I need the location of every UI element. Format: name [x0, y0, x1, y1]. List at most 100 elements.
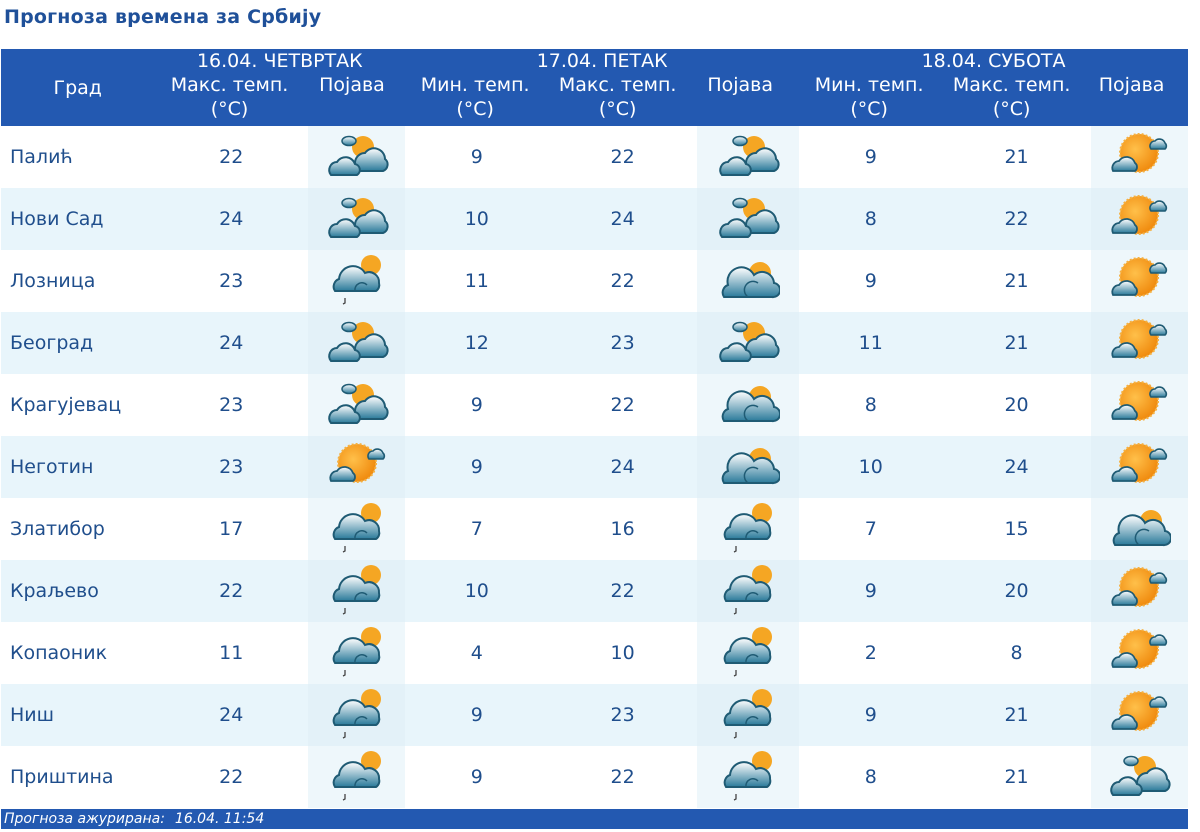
cloudy-drizzle-icon: [325, 561, 389, 617]
partly-cloudy-icon: [325, 313, 389, 369]
mostly-sunny-icon: [1107, 561, 1171, 617]
partly-cloudy-icon: [716, 127, 780, 183]
partly-cloudy-icon: [716, 189, 780, 245]
mostly-cloudy-icon: [716, 375, 781, 431]
day-2-title: 17.04. ПЕТАК: [536, 50, 668, 72]
weather-icon-cell: [1090, 560, 1188, 622]
day2-max-temp: 22: [610, 394, 635, 416]
day2-min-temp: 9: [470, 766, 483, 788]
day1-max-temp: 22: [219, 146, 244, 168]
day-1-title: 16.04. ЧЕТВРТАК: [196, 50, 363, 72]
weather-icon-cell: [696, 312, 800, 374]
day1-max-temp: 23: [154, 436, 308, 498]
city-name: Златибор: [10, 518, 105, 540]
day3-min-temp: 10: [799, 436, 943, 498]
day2-max-temp: 10: [610, 642, 635, 664]
day2-max-temp: 22: [610, 146, 635, 168]
mostly-sunny-icon: [1107, 623, 1171, 679]
day2-min-temp: 12: [405, 312, 549, 374]
day3-min-temp: 2: [864, 642, 877, 664]
table-row: Нови Сад 24 10 24 8 22: [1, 188, 1188, 250]
table-row: Неготин 23 9 24 10 24: [1, 436, 1188, 498]
weather-icon-cell: [1090, 436, 1188, 498]
table-row: Приштина 22 9 22 8 21: [1, 746, 1188, 808]
day-3-title: 18.04. СУБОТА: [921, 50, 1066, 72]
table-row: Копаоник 11 4 10 2 8: [1, 622, 1188, 684]
weather-icon-cell: [307, 622, 406, 684]
mostly-sunny-icon: [1107, 685, 1171, 741]
day2-max-temp: 16: [610, 518, 635, 540]
table-row: Београд 24 12 23 11 21: [1, 312, 1188, 374]
day3-max-temp: 8: [1010, 642, 1023, 664]
day1-max-temp: 24: [154, 312, 308, 374]
city-name: Копаоник: [10, 642, 108, 664]
header-day-2: 17.04. ПЕТАК Мин. темп. (°C) Макс. темп.(…: [405, 49, 799, 126]
weather-icon-cell: [696, 746, 800, 808]
weather-icon-cell: [696, 622, 800, 684]
weather-icon-cell: [1090, 126, 1188, 188]
table-row: Лозница 23 11 22 9 21: [1, 250, 1188, 312]
day3-min-temp: 7: [864, 518, 877, 540]
cloudy-drizzle-icon: [325, 499, 389, 555]
city-name: Београд: [1, 312, 155, 374]
day3-max-temp: 21: [1004, 146, 1029, 168]
day1-max-temp: 23: [219, 270, 244, 292]
day3-max-temp: 21: [942, 312, 1091, 374]
update-footer: Прогноза ажурирана: 16.04. 11:54: [1, 809, 1188, 829]
cloudy-drizzle-icon: [716, 561, 780, 617]
day2-min-temp: 7: [470, 518, 483, 540]
weather-icon-cell: [307, 746, 406, 808]
day2-min-temp: 4: [470, 642, 483, 664]
cloudy-drizzle-icon: [325, 251, 389, 307]
day3-max-temp: 20: [942, 560, 1091, 622]
weather-icon-cell: [696, 684, 800, 746]
weather-icon-cell: [696, 250, 800, 312]
weather-icon-cell: [1090, 746, 1188, 808]
city-name: Приштина: [10, 766, 114, 788]
mostly-cloudy-icon: [1107, 499, 1173, 555]
cloudy-drizzle-icon: [325, 623, 389, 679]
cloudy-drizzle-icon: [716, 747, 780, 803]
table-row: Краљево 22 10 22 9 20: [1, 560, 1188, 622]
day2-min-temp: 9: [405, 684, 549, 746]
city-name: Краљево: [1, 560, 155, 622]
day2-max-temp: 22: [548, 560, 697, 622]
footer-label: Прогноза ажурирана:: [4, 811, 165, 827]
mostly-sunny-icon: [1107, 375, 1171, 431]
table-row: Крагујевац 23 9 22 8 20: [1, 374, 1188, 436]
day3-min-temp: 9: [864, 146, 877, 168]
weather-icon-cell: [696, 436, 800, 498]
mostly-sunny-icon: [1107, 313, 1171, 369]
partly-cloudy-icon: [325, 375, 389, 431]
day3-max-temp: 20: [1004, 394, 1029, 416]
footer-timestamp: 16.04. 11:54: [174, 811, 265, 827]
day2-min-temp: 9: [405, 436, 549, 498]
mostly-sunny-icon: [1107, 437, 1171, 493]
city-name: Лозница: [10, 270, 96, 292]
weather-icon-cell: [307, 250, 406, 312]
day2-min-temp: 11: [464, 270, 489, 292]
weather-icon-cell: [307, 436, 406, 498]
weather-icon-cell: [1090, 684, 1188, 746]
weather-icon-cell: [696, 560, 800, 622]
day2-max-temp: 24: [548, 436, 697, 498]
day2-max-temp: 24: [548, 188, 697, 250]
day3-max-temp: 22: [942, 188, 1091, 250]
partly-cloudy-icon: [325, 189, 389, 245]
table-row: Златибор 17 7 16 7 15: [1, 498, 1188, 560]
city-name: Нови Сад: [1, 188, 155, 250]
day1-max-temp: 24: [154, 684, 308, 746]
day2-min-temp: 9: [470, 394, 483, 416]
day3-max-temp: 24: [942, 436, 1091, 498]
partly-cloudy-icon: [1107, 747, 1171, 803]
weather-icon-cell: [696, 374, 800, 436]
weather-icon-cell: [1090, 312, 1188, 374]
mostly-sunny-icon: [325, 437, 389, 493]
day3-min-temp: 8: [799, 188, 943, 250]
weather-icon-cell: [696, 188, 800, 250]
city-name: Палић: [10, 146, 73, 168]
day3-min-temp: 9: [799, 684, 943, 746]
mostly-sunny-icon: [1107, 189, 1171, 245]
mostly-cloudy-icon: [716, 251, 781, 307]
day3-max-temp: 21: [942, 684, 1091, 746]
